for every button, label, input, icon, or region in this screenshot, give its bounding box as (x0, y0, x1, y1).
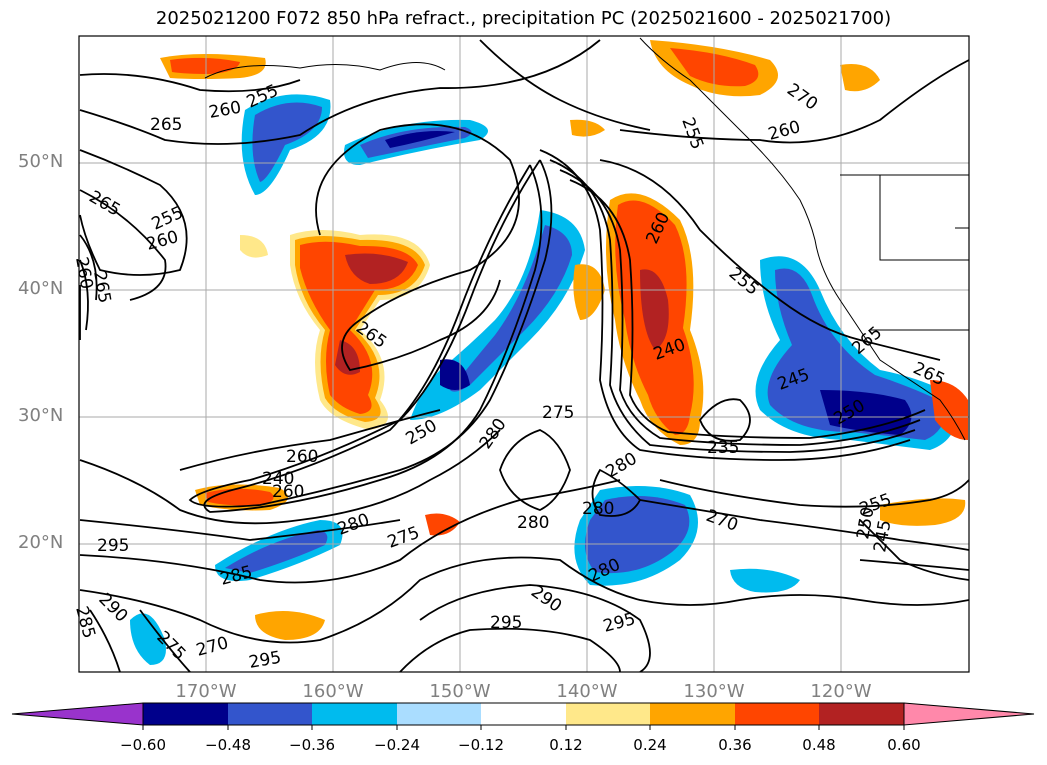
contour-label: 285 (71, 604, 99, 641)
contour-label: 260 (207, 98, 242, 123)
contour-label: 260 (272, 482, 304, 502)
map-title: 2025021200 F072 850 hPa refract., precip… (155, 8, 892, 29)
contour-label: 295 (247, 648, 282, 673)
contour-label: 260 (286, 447, 318, 467)
colorbar-bin (650, 703, 735, 725)
lon-label-120w: 120°W (810, 681, 872, 702)
contour-label: 260 (766, 117, 803, 145)
colorbar-tick-label: −0.12 (458, 736, 504, 754)
contour-label: 295 (490, 613, 522, 633)
lon-label-160w: 160°W (302, 681, 364, 702)
contour-label: 280 (582, 499, 614, 519)
colorbar-tick-label: 0.24 (633, 736, 667, 754)
lat-label-20n: 20°N (18, 532, 64, 553)
precipitation-shading (130, 40, 968, 665)
colorbar-tick-label: −0.60 (120, 736, 166, 754)
colorbar-bin (143, 703, 228, 725)
colorbar-tick-label: 0.12 (549, 736, 583, 754)
lon-label-170w: 170°W (175, 681, 237, 702)
lon-label-140w: 140°W (556, 681, 618, 702)
map-frame (78, 35, 970, 673)
contour-label: 290 (94, 589, 131, 626)
contour-label: 235 (707, 438, 739, 458)
colorbar-bin (735, 703, 819, 725)
colorbar-bin (566, 703, 650, 725)
colorbar (11, 702, 1035, 730)
contour-label: 275 (542, 403, 574, 423)
graticule (79, 36, 969, 672)
contour-label: 255 (677, 115, 707, 152)
lat-label-30n: 30°N (18, 405, 64, 426)
colorbar-extend-high (903, 702, 1035, 726)
colorbar-extend-low (11, 702, 144, 726)
colorbar-tick-label: −0.36 (289, 736, 335, 754)
colorbar-tick-label: −0.48 (205, 736, 251, 754)
contour-label: 295 (97, 536, 129, 556)
colorbar-tick-label: 0.36 (718, 736, 752, 754)
colorbar-bin (228, 703, 312, 725)
coastlines (204, 37, 969, 441)
contour-label: 280 (335, 510, 372, 540)
colorbar-bin (819, 703, 904, 725)
contour-label: 270 (783, 80, 821, 115)
colorbar-bin (312, 703, 397, 725)
contour-label: 255 (725, 264, 763, 300)
contour-label: 270 (703, 506, 740, 536)
contour-label: 245 (870, 518, 895, 553)
colorbar-bin (481, 703, 566, 725)
colorbar-bin (397, 703, 481, 725)
lat-label-50n: 50°N (18, 151, 64, 172)
contour-label: 260 (144, 227, 181, 255)
lon-label-130w: 130°W (683, 681, 745, 702)
contour-label: 265 (89, 269, 114, 304)
contour-label: 295 (601, 609, 638, 637)
contour-label: 265 (86, 187, 124, 221)
contour-label: 280 (517, 513, 549, 533)
lon-label-150w: 150°W (429, 681, 491, 702)
contour-label: 290 (527, 582, 565, 617)
refractivity-contours (79, 39, 969, 672)
lat-label-40n: 40°N (18, 278, 64, 299)
contour-label: 270 (194, 633, 231, 661)
contour-label: 280 (603, 449, 641, 483)
colorbar-tick-label: −0.24 (374, 736, 420, 754)
colorbar-tick-label: 0.60 (887, 736, 921, 754)
contour-label: 250 (403, 416, 441, 450)
contour-label: 240 (262, 469, 294, 489)
contour-label: 265 (150, 115, 182, 135)
colorbar-tick-label: 0.48 (802, 736, 836, 754)
